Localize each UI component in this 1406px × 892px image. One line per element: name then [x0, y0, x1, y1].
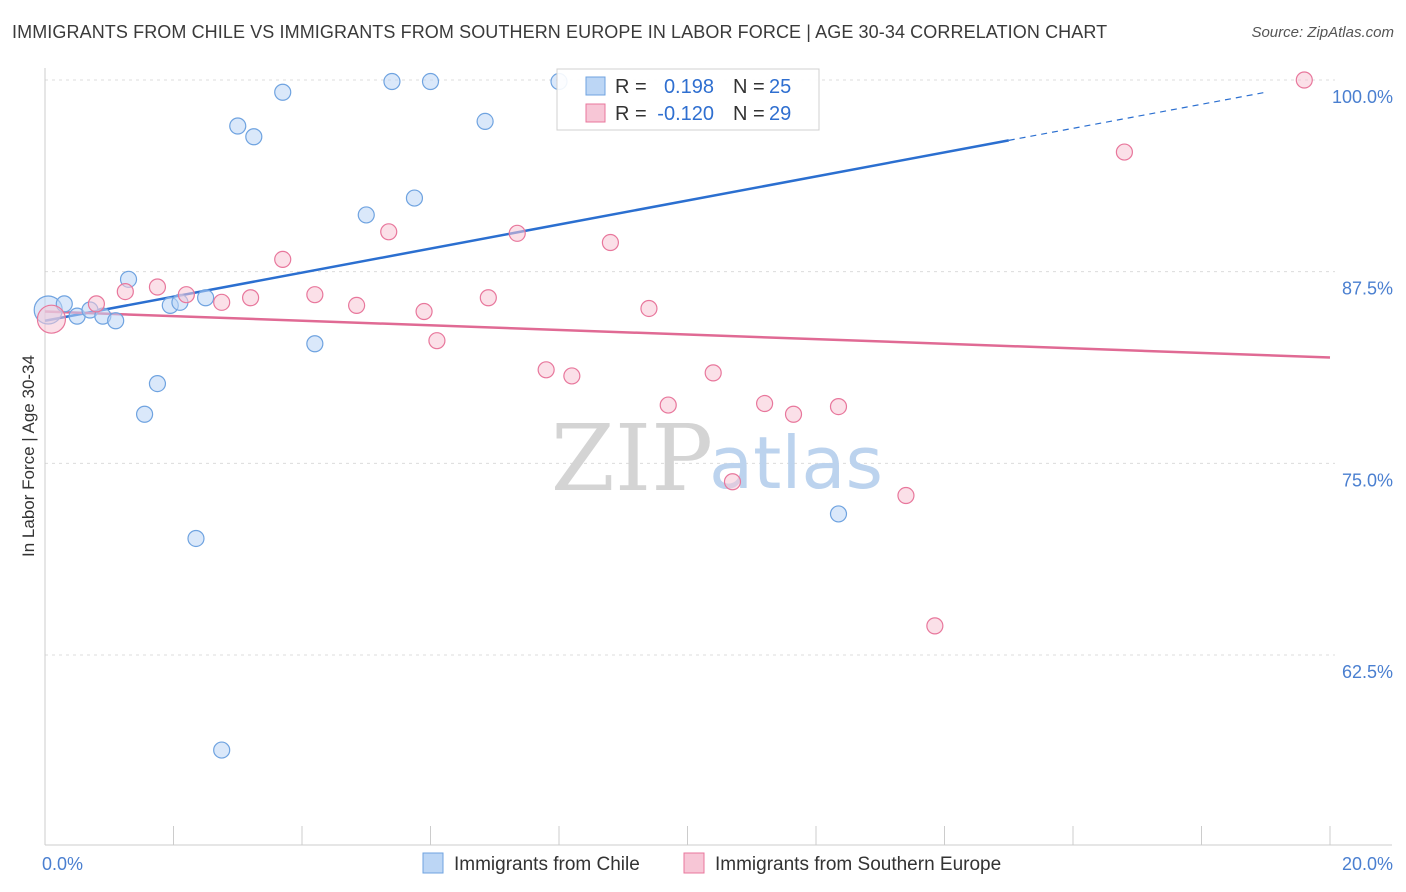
- chile-point: [187, 529, 205, 548]
- y-tick-label: 100.0%: [1332, 87, 1393, 107]
- chile-point: [383, 72, 401, 91]
- southern-europe-point: [87, 295, 106, 313]
- y-tick-label: 87.5%: [1342, 279, 1393, 299]
- legend-swatch-chile: [585, 76, 606, 96]
- chile-point: [476, 112, 494, 131]
- y-tick-labels: 62.5% 75.0% 87.5% 100.0%: [1332, 87, 1393, 682]
- series-name-southern-europe: Immigrants from Southern Europe: [715, 854, 1001, 875]
- legend-r-label: R =: [615, 76, 647, 98]
- chile-point: [306, 335, 324, 353]
- chart-title: IMMIGRANTS FROM CHILE VS IMMIGRANTS FROM…: [12, 22, 1108, 42]
- series-swatch-southern-europe: [683, 852, 705, 874]
- southern-europe-trend-line: [44, 310, 1331, 359]
- chile-point: [148, 375, 167, 393]
- chile-point: [421, 72, 440, 91]
- southern-europe-point: [640, 299, 658, 318]
- southern-europe-point: [177, 286, 195, 304]
- x-tick-label-max: 20.0%: [1342, 854, 1393, 874]
- southern-europe-point: [926, 617, 944, 635]
- southern-europe-point: [508, 224, 526, 242]
- chile-point: [274, 83, 292, 101]
- southern-europe-point: [428, 332, 446, 350]
- southern-europe-point: [380, 223, 398, 241]
- watermark-zip: ZIP: [551, 405, 713, 512]
- southern-europe-point: [755, 394, 774, 413]
- legend-n-label: N =: [733, 103, 765, 125]
- southern-europe-point: [829, 398, 848, 416]
- legend-swatch-southern-europe: [585, 103, 606, 123]
- legend-n-value: 25: [769, 76, 791, 98]
- y-axis-label: In Labor Force | Age 30-34: [19, 355, 38, 557]
- data-points: [33, 71, 1313, 759]
- axes: [44, 68, 1392, 846]
- series-swatch-chile: [422, 852, 444, 874]
- y-tick-label: 62.5%: [1342, 662, 1393, 682]
- chile-point: [213, 741, 231, 759]
- chile-point: [197, 289, 215, 307]
- x-tick-labels: 0.0% 20.0%: [42, 854, 1393, 874]
- southern-europe-point: [897, 486, 915, 505]
- y-tick-label: 75.0%: [1342, 470, 1393, 490]
- legend-n-value: 29: [769, 103, 791, 125]
- southern-europe-point: [784, 405, 803, 423]
- chile-point: [245, 128, 263, 146]
- southern-europe-point: [213, 293, 231, 311]
- chile-point: [107, 312, 125, 330]
- stats-legend: R = 0.198 N = 25 R = -0.120 N = 29: [556, 68, 820, 131]
- southern-europe-point: [704, 364, 722, 382]
- source-note: Source: ZipAtlas.com: [1251, 24, 1394, 41]
- southern-europe-point: [537, 361, 555, 379]
- southern-europe-point: [242, 289, 260, 307]
- legend-r-value: -0.120: [657, 103, 714, 125]
- watermark-atlas: atlas: [709, 421, 883, 505]
- southern-europe-point: [36, 304, 67, 334]
- chile-point: [829, 505, 848, 523]
- southern-europe-point: [1295, 71, 1313, 89]
- series-legend: Immigrants from Chile Immigrants from Sou…: [422, 852, 1001, 875]
- chile-point: [357, 206, 375, 224]
- southern-europe-point: [148, 278, 167, 296]
- southern-europe-point: [601, 233, 620, 252]
- southern-europe-point: [415, 302, 433, 321]
- southern-europe-point: [659, 396, 677, 414]
- southern-europe-point: [274, 250, 292, 268]
- chile-point: [405, 189, 424, 207]
- chile-trend-extension: [1008, 91, 1266, 141]
- chile-point: [229, 117, 247, 135]
- grid-lines: [45, 79, 1335, 656]
- southern-europe-point: [563, 367, 581, 385]
- southern-europe-point: [1115, 143, 1134, 161]
- x-tick-label-min: 0.0%: [42, 854, 83, 874]
- watermark: ZIP atlas: [551, 405, 883, 512]
- legend-r-label: R =: [615, 103, 647, 125]
- legend-r-value: 0.198: [664, 76, 714, 98]
- southern-europe-point: [348, 296, 366, 314]
- southern-europe-point: [723, 473, 742, 491]
- southern-europe-point: [306, 286, 324, 304]
- southern-europe-point: [116, 283, 134, 301]
- series-name-chile: Immigrants from Chile: [454, 854, 640, 875]
- southern-europe-point: [479, 289, 497, 307]
- chile-point: [135, 405, 154, 423]
- legend-n-label: N =: [733, 76, 765, 98]
